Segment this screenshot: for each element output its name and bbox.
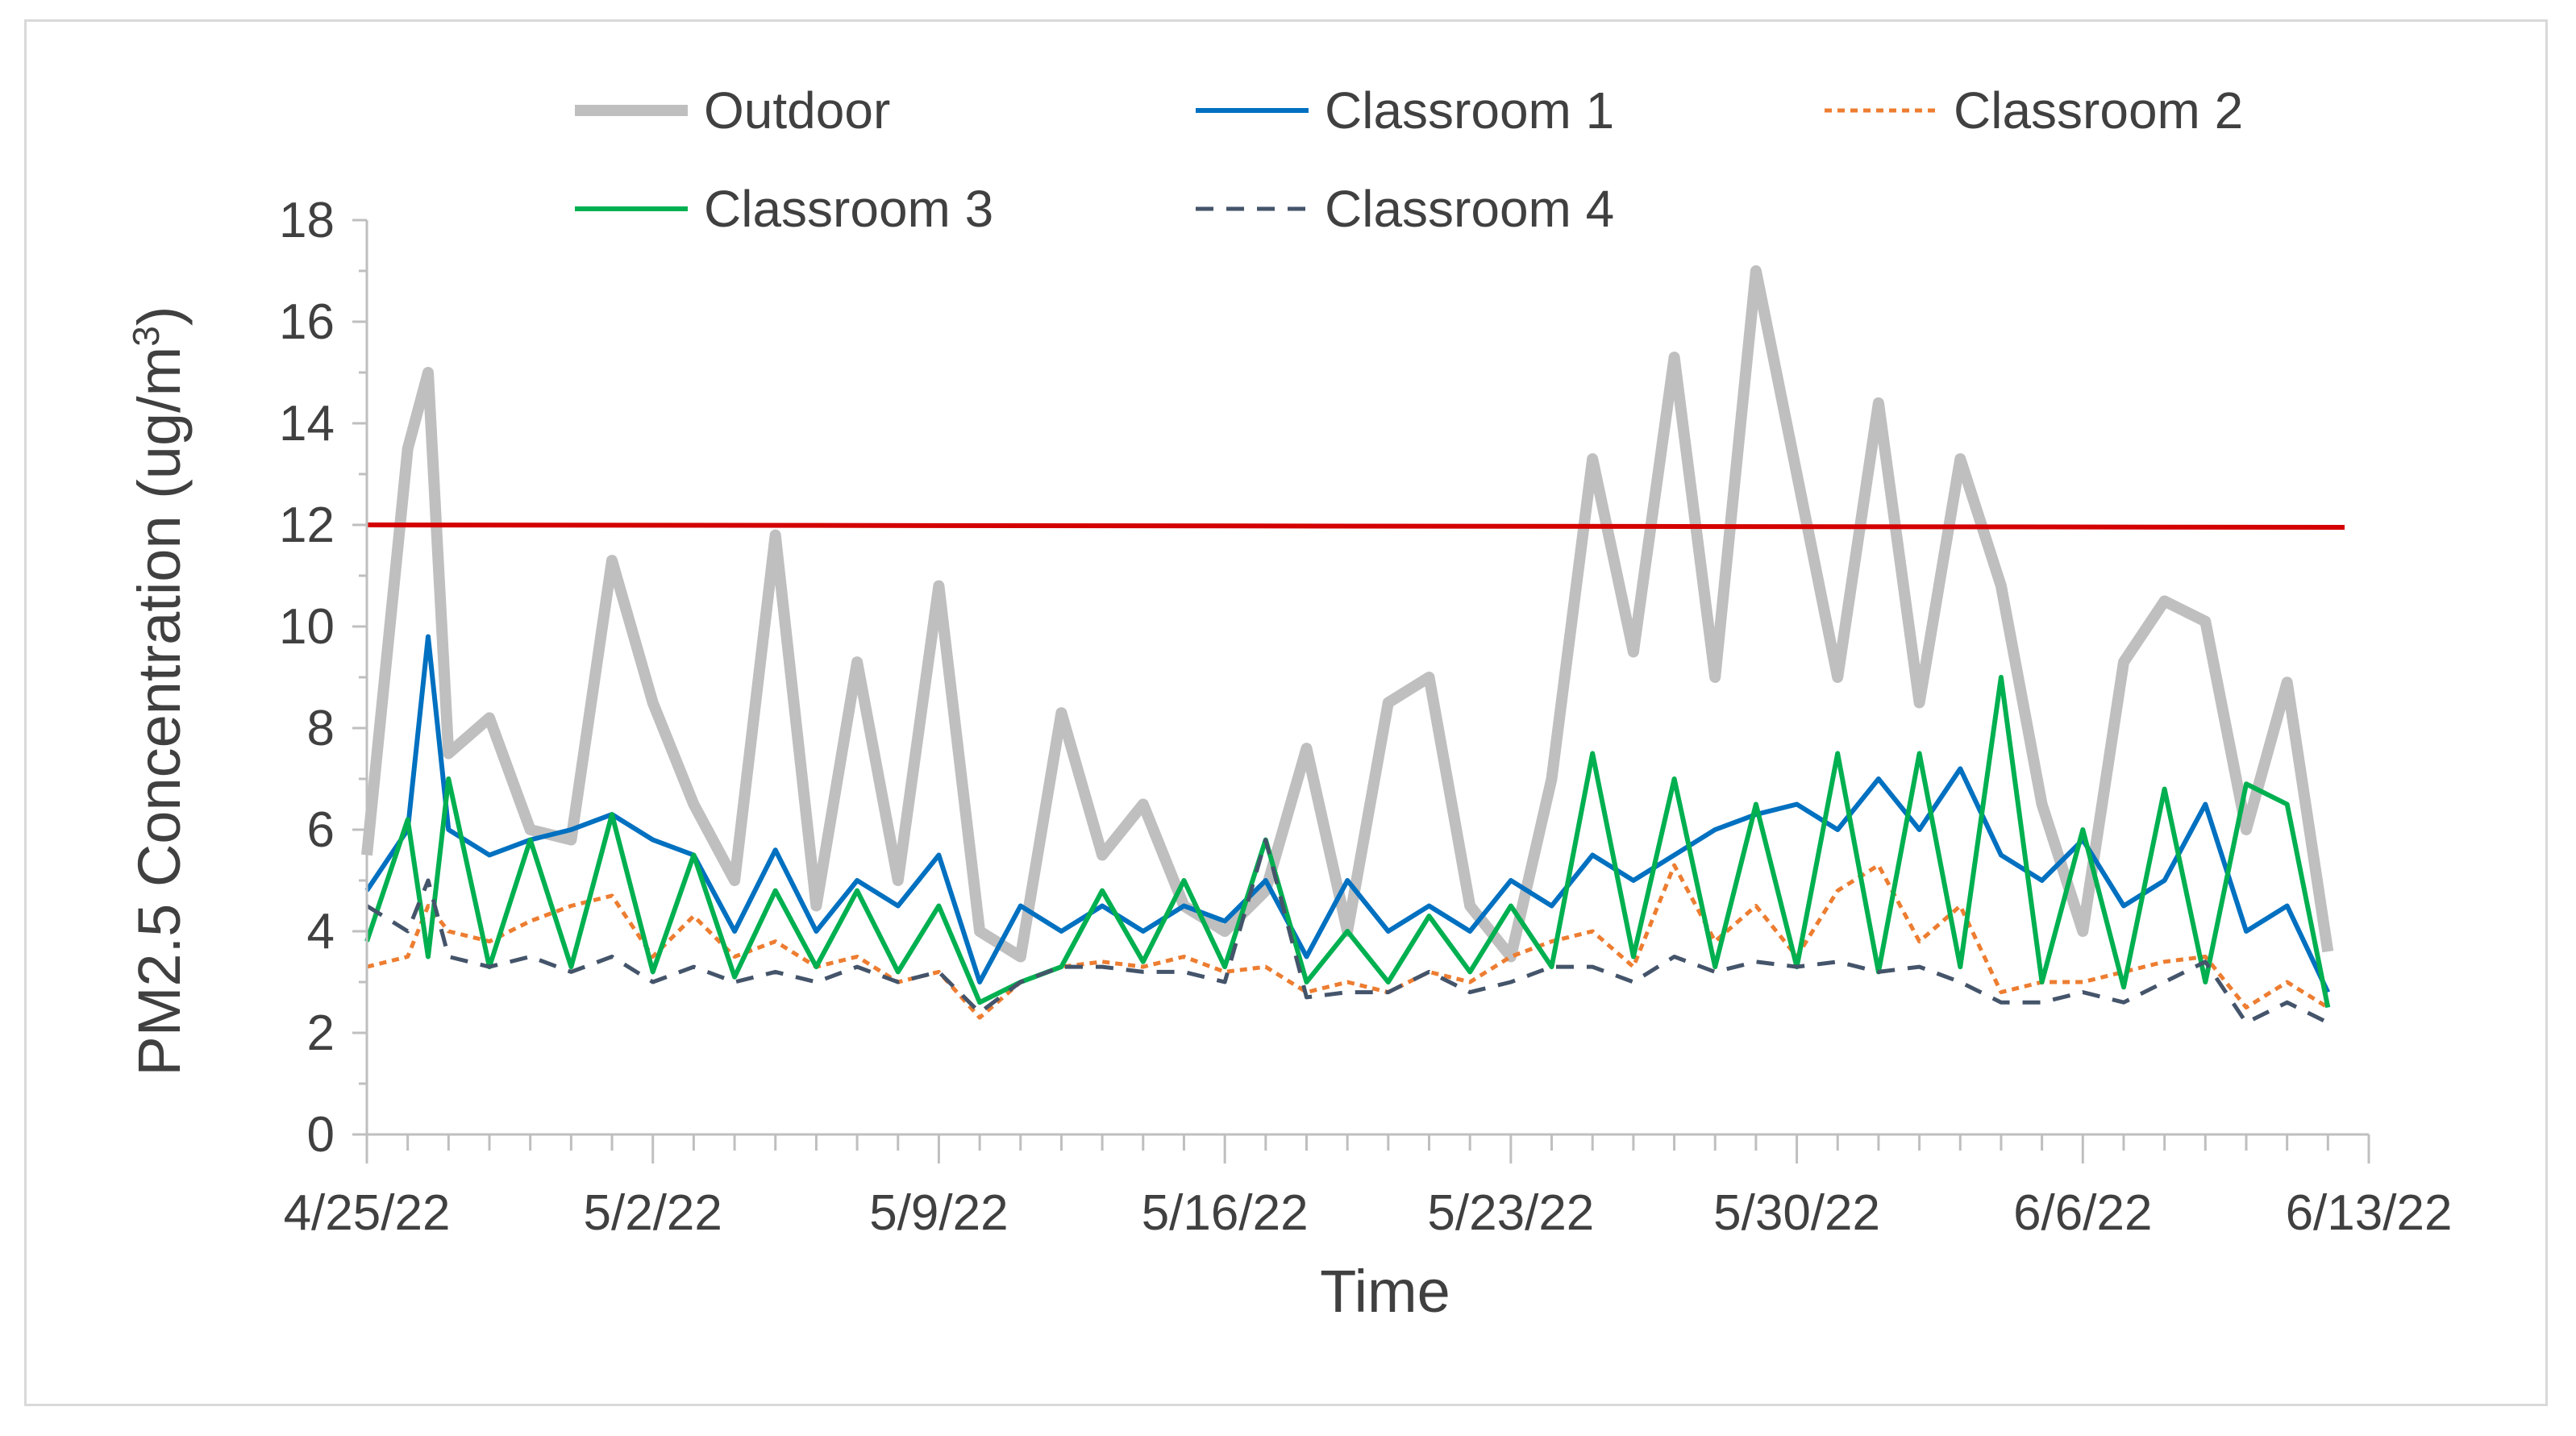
legend-label: Classroom 1: [1325, 81, 1614, 139]
x-tick-label: 5/30/22: [1713, 1185, 1880, 1241]
y-tick-label: 6: [307, 802, 335, 858]
legend-item-classroom-1: Classroom 1: [1196, 81, 1614, 139]
legend-item-classroom-3: Classroom 3: [575, 180, 993, 238]
y-tick-label: 12: [279, 497, 335, 553]
y-tick-label: 14: [279, 396, 335, 452]
x-tick-label: 4/25/22: [284, 1185, 451, 1241]
reference-line: [366, 522, 2345, 530]
legend-label: Classroom 2: [1954, 81, 2243, 139]
pm25-line-chart: Outdoor Classroom 1 Classroom 2 Classroom 3…: [125, 81, 2453, 1325]
y-ticks: 0 2 4 6 8 10 12 14 16 18: [279, 193, 367, 1163]
legend-item-outdoor: Outdoor: [575, 81, 890, 139]
legend: Outdoor Classroom 1 Classroom 2 Classroom 3…: [575, 81, 2243, 238]
legend-label: Outdoor: [704, 81, 890, 139]
y-axis-title-suffix: ): [126, 306, 193, 326]
x-tick-label: 6/13/22: [2286, 1185, 2453, 1241]
series-line-classroom-4: [365, 838, 2329, 1025]
legend-label: Classroom 4: [1325, 180, 1614, 238]
x-tick-label: 5/16/22: [1142, 1185, 1309, 1241]
y-axis-title-superscript: 3: [125, 326, 167, 347]
y-tick-label: 0: [307, 1107, 335, 1163]
x-tick-label: 5/23/22: [1427, 1185, 1594, 1241]
series-line-classroom-2: [366, 863, 2329, 1020]
series-layer: [361, 265, 2334, 1025]
legend-label: Classroom 3: [704, 180, 993, 238]
legend-item-classroom-2: Classroom 2: [1825, 81, 2243, 139]
chart-frame: Outdoor Classroom 1 Classroom 2 Classroom 3…: [24, 19, 2548, 1406]
y-tick-label: 4: [307, 904, 335, 959]
series-line-outdoor: [361, 265, 2334, 963]
series-line-classroom-1: [364, 634, 2331, 993]
x-tick-label: 6/6/22: [2013, 1185, 2152, 1241]
y-tick-label: 18: [279, 193, 335, 248]
x-tick-label: 5/2/22: [584, 1185, 722, 1241]
legend-item-classroom-4: Classroom 4: [1196, 180, 1614, 238]
y-tick-label: 2: [307, 1005, 335, 1061]
x-axis-title: Time: [1320, 1258, 1450, 1325]
y-tick-label: 10: [279, 599, 335, 655]
x-tick-label: 5/9/22: [869, 1185, 1008, 1241]
y-axis-title: PM2.5 Concentration (ug/m3): [125, 306, 193, 1076]
x-ticks: 4/25/22 5/2/22 5/9/22 5/16/22 5/23/22 5/30/22…: [284, 1134, 2453, 1241]
y-tick-label: 16: [279, 294, 335, 350]
y-axis-title-main: PM2.5 Concentration (ug/m: [126, 347, 193, 1076]
y-tick-label: 8: [307, 701, 335, 756]
series-line-classroom-3: [364, 675, 2331, 1009]
